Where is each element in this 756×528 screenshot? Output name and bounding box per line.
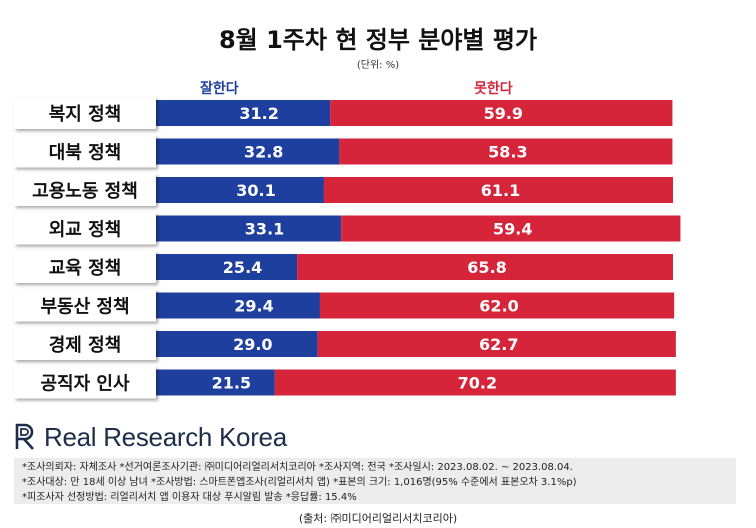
unit-label: (단위: %) <box>356 60 400 71</box>
notes-line-1: *조사의뢰자: 자체조사 *선거여론조사기관: ㈜미디어리얼리서치코리아 *조사… <box>22 462 573 473</box>
value-label-good: 31.2 <box>239 104 278 123</box>
bar-bad <box>297 254 674 280</box>
bar-good <box>152 215 342 242</box>
category-label: 경제 정책 <box>49 335 122 356</box>
value-label-good: 33.1 <box>245 220 284 239</box>
bar-good <box>152 138 340 165</box>
bar-good <box>152 100 331 126</box>
value-label-good: 29.4 <box>234 297 273 316</box>
category-label: 부동산 정책 <box>40 297 129 318</box>
category-label: 공직자 인사 <box>40 374 130 395</box>
bar-bad <box>319 292 675 319</box>
bar-bad <box>317 331 676 357</box>
category-label-box <box>14 97 156 129</box>
survey-notes: *조사의뢰자: 자체조사 *선거여론조사기관: ㈜미디어리얼리서치코리아 *조사… <box>14 458 736 504</box>
bar-chart: 31.2 59.9 복지 정책 32.8 58.3 대북 정책 30.1 61.1 고용노동 정… <box>14 97 681 399</box>
notes-line-2: *조사대상: 만 18세 이상 남녀 *조사방법: 스마트폰앱조사(리얼리서치 … <box>22 477 577 488</box>
bar-bad <box>330 100 673 126</box>
category-label-box <box>14 289 156 322</box>
bar-bad <box>341 215 681 242</box>
value-label-bad: 70.2 <box>458 374 497 393</box>
category-label: 교육 정책 <box>49 258 122 279</box>
category-label-box <box>14 135 156 168</box>
brand-logo: Real Research Korea <box>14 420 287 454</box>
bar-bad <box>339 138 673 165</box>
value-label-bad: 58.3 <box>488 143 527 162</box>
bar-good <box>152 254 298 280</box>
value-label-good: 32.8 <box>244 143 283 162</box>
notes-line-3: *피조사자 선정방법: 리얼리서치 앱 이용자 대상 푸시알림 발송 *응답률:… <box>22 492 357 503</box>
value-label-bad: 59.4 <box>493 220 532 239</box>
category-label-box <box>14 174 156 206</box>
legend-good: 잘한다 <box>200 81 239 97</box>
rr-logo-icon <box>15 423 34 450</box>
value-label-good: 21.5 <box>212 374 251 393</box>
bar-good <box>152 331 318 357</box>
value-label-bad: 59.9 <box>484 104 523 123</box>
chart-title: 8월 1주차 현 정부 분야별 평가 <box>218 26 538 54</box>
value-label-bad: 62.0 <box>479 297 518 316</box>
category-label-box <box>14 251 156 283</box>
category-label: 대북 정책 <box>49 143 122 164</box>
value-label-good: 29.0 <box>233 335 272 354</box>
category-label: 고용노동 정책 <box>32 181 138 202</box>
value-label-good: 25.4 <box>223 258 262 277</box>
bar-good <box>152 369 275 396</box>
legend-bad: 못한다 <box>474 81 513 97</box>
brand-name: Real Research Korea <box>44 421 287 452</box>
value-label-bad: 62.7 <box>479 335 518 354</box>
value-label-bad: 65.8 <box>467 258 506 277</box>
value-label-bad: 61.1 <box>481 181 520 200</box>
category-label: 복지 정책 <box>49 104 122 125</box>
category-label-box <box>14 212 156 245</box>
bar-bad <box>323 177 674 203</box>
bar-good <box>152 177 324 203</box>
category-label: 외교 정책 <box>49 220 122 241</box>
source-credit: (출처: ㈜미디어리얼리서치코리아) <box>298 512 458 525</box>
bar-bad <box>274 369 676 396</box>
value-label-good: 30.1 <box>236 181 275 200</box>
category-label-box <box>14 366 156 399</box>
category-label-box <box>14 328 156 360</box>
bar-good <box>152 292 320 319</box>
